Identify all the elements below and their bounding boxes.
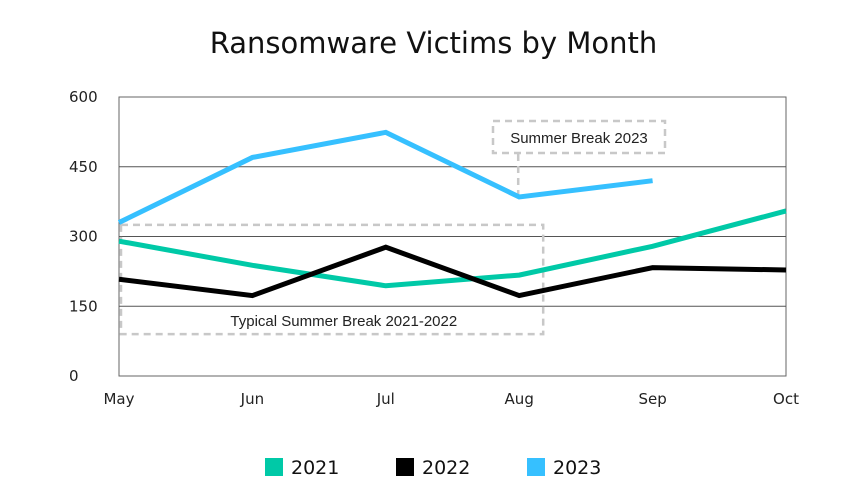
legend-label-2023: 2023 [553, 457, 601, 479]
legend-swatch-2023 [527, 458, 545, 476]
series-line-2022 [118, 244, 787, 299]
legend-label-2022: 2022 [422, 457, 470, 479]
x-tick-label: Oct [773, 390, 799, 408]
y-tick-label: 450 [69, 158, 98, 176]
y-tick-label: 300 [69, 228, 98, 246]
annotation-label: Typical Summer Break 2021-2022 [230, 313, 457, 330]
y-tick-label: 150 [69, 297, 98, 315]
x-tick-label: Jul [376, 390, 395, 408]
x-tick-label: Sep [638, 390, 666, 408]
annotation-box [491, 119, 667, 155]
series-line-2021 [118, 208, 787, 289]
legend-swatch-2022 [396, 458, 414, 476]
chart-title: Ransomware Victims by Month [209, 26, 658, 60]
x-tick-label: Jun [240, 390, 264, 408]
legend-label-2021: 2021 [291, 457, 339, 479]
x-tick-label: Aug [505, 390, 534, 408]
y-tick-label: 0 [69, 367, 79, 385]
x-tick-label: May [103, 390, 134, 408]
annotation-label: Summer Break 2023 [510, 130, 648, 147]
legend-swatch-2021 [265, 458, 283, 476]
y-tick-label: 600 [69, 88, 98, 106]
